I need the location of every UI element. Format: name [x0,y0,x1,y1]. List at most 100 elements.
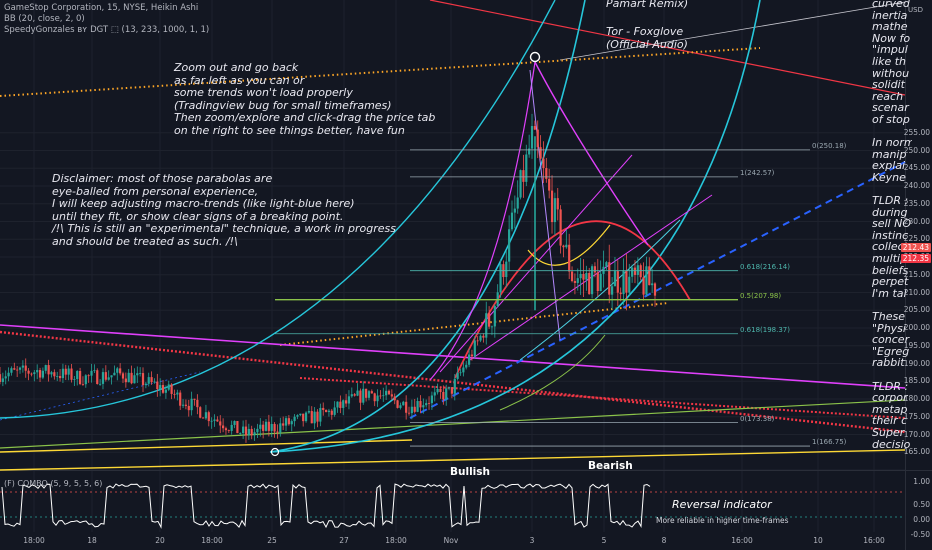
purple-trend-line [0,324,906,389]
yellow-support-line [0,439,413,453]
candle-body [327,410,331,413]
candle-body [219,421,222,426]
candle-body [396,400,399,408]
candle-body [101,372,105,384]
candle-body [462,367,465,373]
candle-body [10,368,13,373]
side-note-line: metap [872,402,908,416]
price-axis[interactable]: 255.00 250.00 245.00 240.00 235.00 230.00 225.… [903,0,932,470]
trend-lines [0,0,906,471]
candle-body [313,411,316,424]
yellow-support-line-2 [0,449,906,471]
candle-body [387,390,391,395]
candle-body [121,373,125,379]
price-tick: 185.00 [903,376,930,386]
song-title-line: (Official Audio) [606,37,688,51]
candle-body [239,433,242,434]
candle-body [244,426,248,436]
candle-body [222,425,225,429]
indicator-axis[interactable]: 1.00 0.50 0.00 -0.50 [905,470,932,539]
candle-body [399,405,402,408]
time-tick: 18:00 [385,536,407,545]
side-note-line: reach [872,89,904,103]
side-note-line: Keyne [872,170,906,184]
candle-body [78,370,82,384]
magenta-channel-line [439,154,633,373]
candle-body [362,388,365,403]
candle-body [204,412,208,419]
fib-level-label: 0(250.18) [812,141,847,150]
legend-speedygonzales[interactable]: SpeedyGonzales ʙʏ DGT ⬚ (13, 233, 1000, … [4,25,210,35]
candle-body [93,370,96,372]
candle-body [333,407,336,415]
candle-body [124,378,127,383]
candle-body [236,421,239,434]
side-note-line: inertia [872,8,908,22]
candle-body [585,273,588,280]
side-note-line: "Egreg [872,344,910,358]
price-tick: 245.00 [903,163,930,173]
candle-body [113,372,116,376]
candle-body [253,432,256,436]
red-trend-line [429,0,906,96]
zoom-note-line: (Tradingview bug for small timeframes) [174,98,392,112]
fib-level-label: 1(166.75) [812,438,847,447]
candle-body [499,264,502,293]
side-notes: curved inertia mathe Now fo "impul like th wit… [872,0,912,450]
legend-symbol[interactable]: GameStop Corporation, 15, NYSE, Heikin A… [4,3,199,13]
song-remix-note: Pamart Remix) [606,0,689,10]
candle-body [402,401,405,406]
candle-body [505,261,508,278]
side-note-line: collect [872,240,909,254]
indicator-tick: 0.00 [913,515,930,524]
candle-body [0,374,2,382]
candle-body [67,368,70,375]
side-note-line: withou [872,66,910,80]
fib-level-label: 0.5(207.98) [740,291,782,300]
price-tick: 210.00 [903,287,930,297]
candle-body [576,278,579,283]
candle-body [70,368,73,380]
candle-body [21,365,24,368]
indicator-tick: -0.50 [910,530,930,539]
candle-body [519,170,522,198]
candle-body [282,423,285,426]
zoom-note-line: as far left as you can or [174,73,305,87]
candle-body [322,407,325,410]
candle-body [242,426,245,434]
candle-body [36,370,39,373]
candle-body [533,126,536,130]
candle-body [648,266,651,286]
candle-body [201,417,205,419]
candle-body [18,367,22,370]
candle-body [119,368,122,374]
candle-body [247,428,250,436]
candle-body [548,178,551,191]
time-tick: 8 [661,536,667,545]
candle-body [307,411,311,413]
candle-body [427,403,431,404]
side-note-line: solidit [872,78,905,92]
magenta-descending-curve [534,61,649,246]
candle-body [633,267,637,275]
candle-body [465,364,468,368]
candle-body [379,395,382,397]
song-title-note: Tor - Foxglove (Official Audio) [606,25,688,51]
candle-body [645,266,648,295]
candle-body [87,375,90,377]
candle-body [522,170,525,182]
candle-body [227,430,230,431]
candle-body [99,383,102,385]
peak-marker [529,51,541,63]
side-note-line: concer [872,333,910,347]
candle-body [41,370,45,378]
candle-body [150,377,153,383]
candle-body [456,372,459,379]
candle-body [582,273,585,280]
candle-body [207,412,210,422]
candle-body [284,418,288,426]
legend-bollinger[interactable]: BB (20, close, 2, 0) [4,14,85,24]
indicator-title[interactable]: (F) COMBO (5, 9, 5, 5, 6) [4,479,103,488]
time-axis[interactable]: 18:00 18 20 18:00 25 27 18:00 Nov 3 5 8 16:00 10 16:0… [0,532,905,550]
